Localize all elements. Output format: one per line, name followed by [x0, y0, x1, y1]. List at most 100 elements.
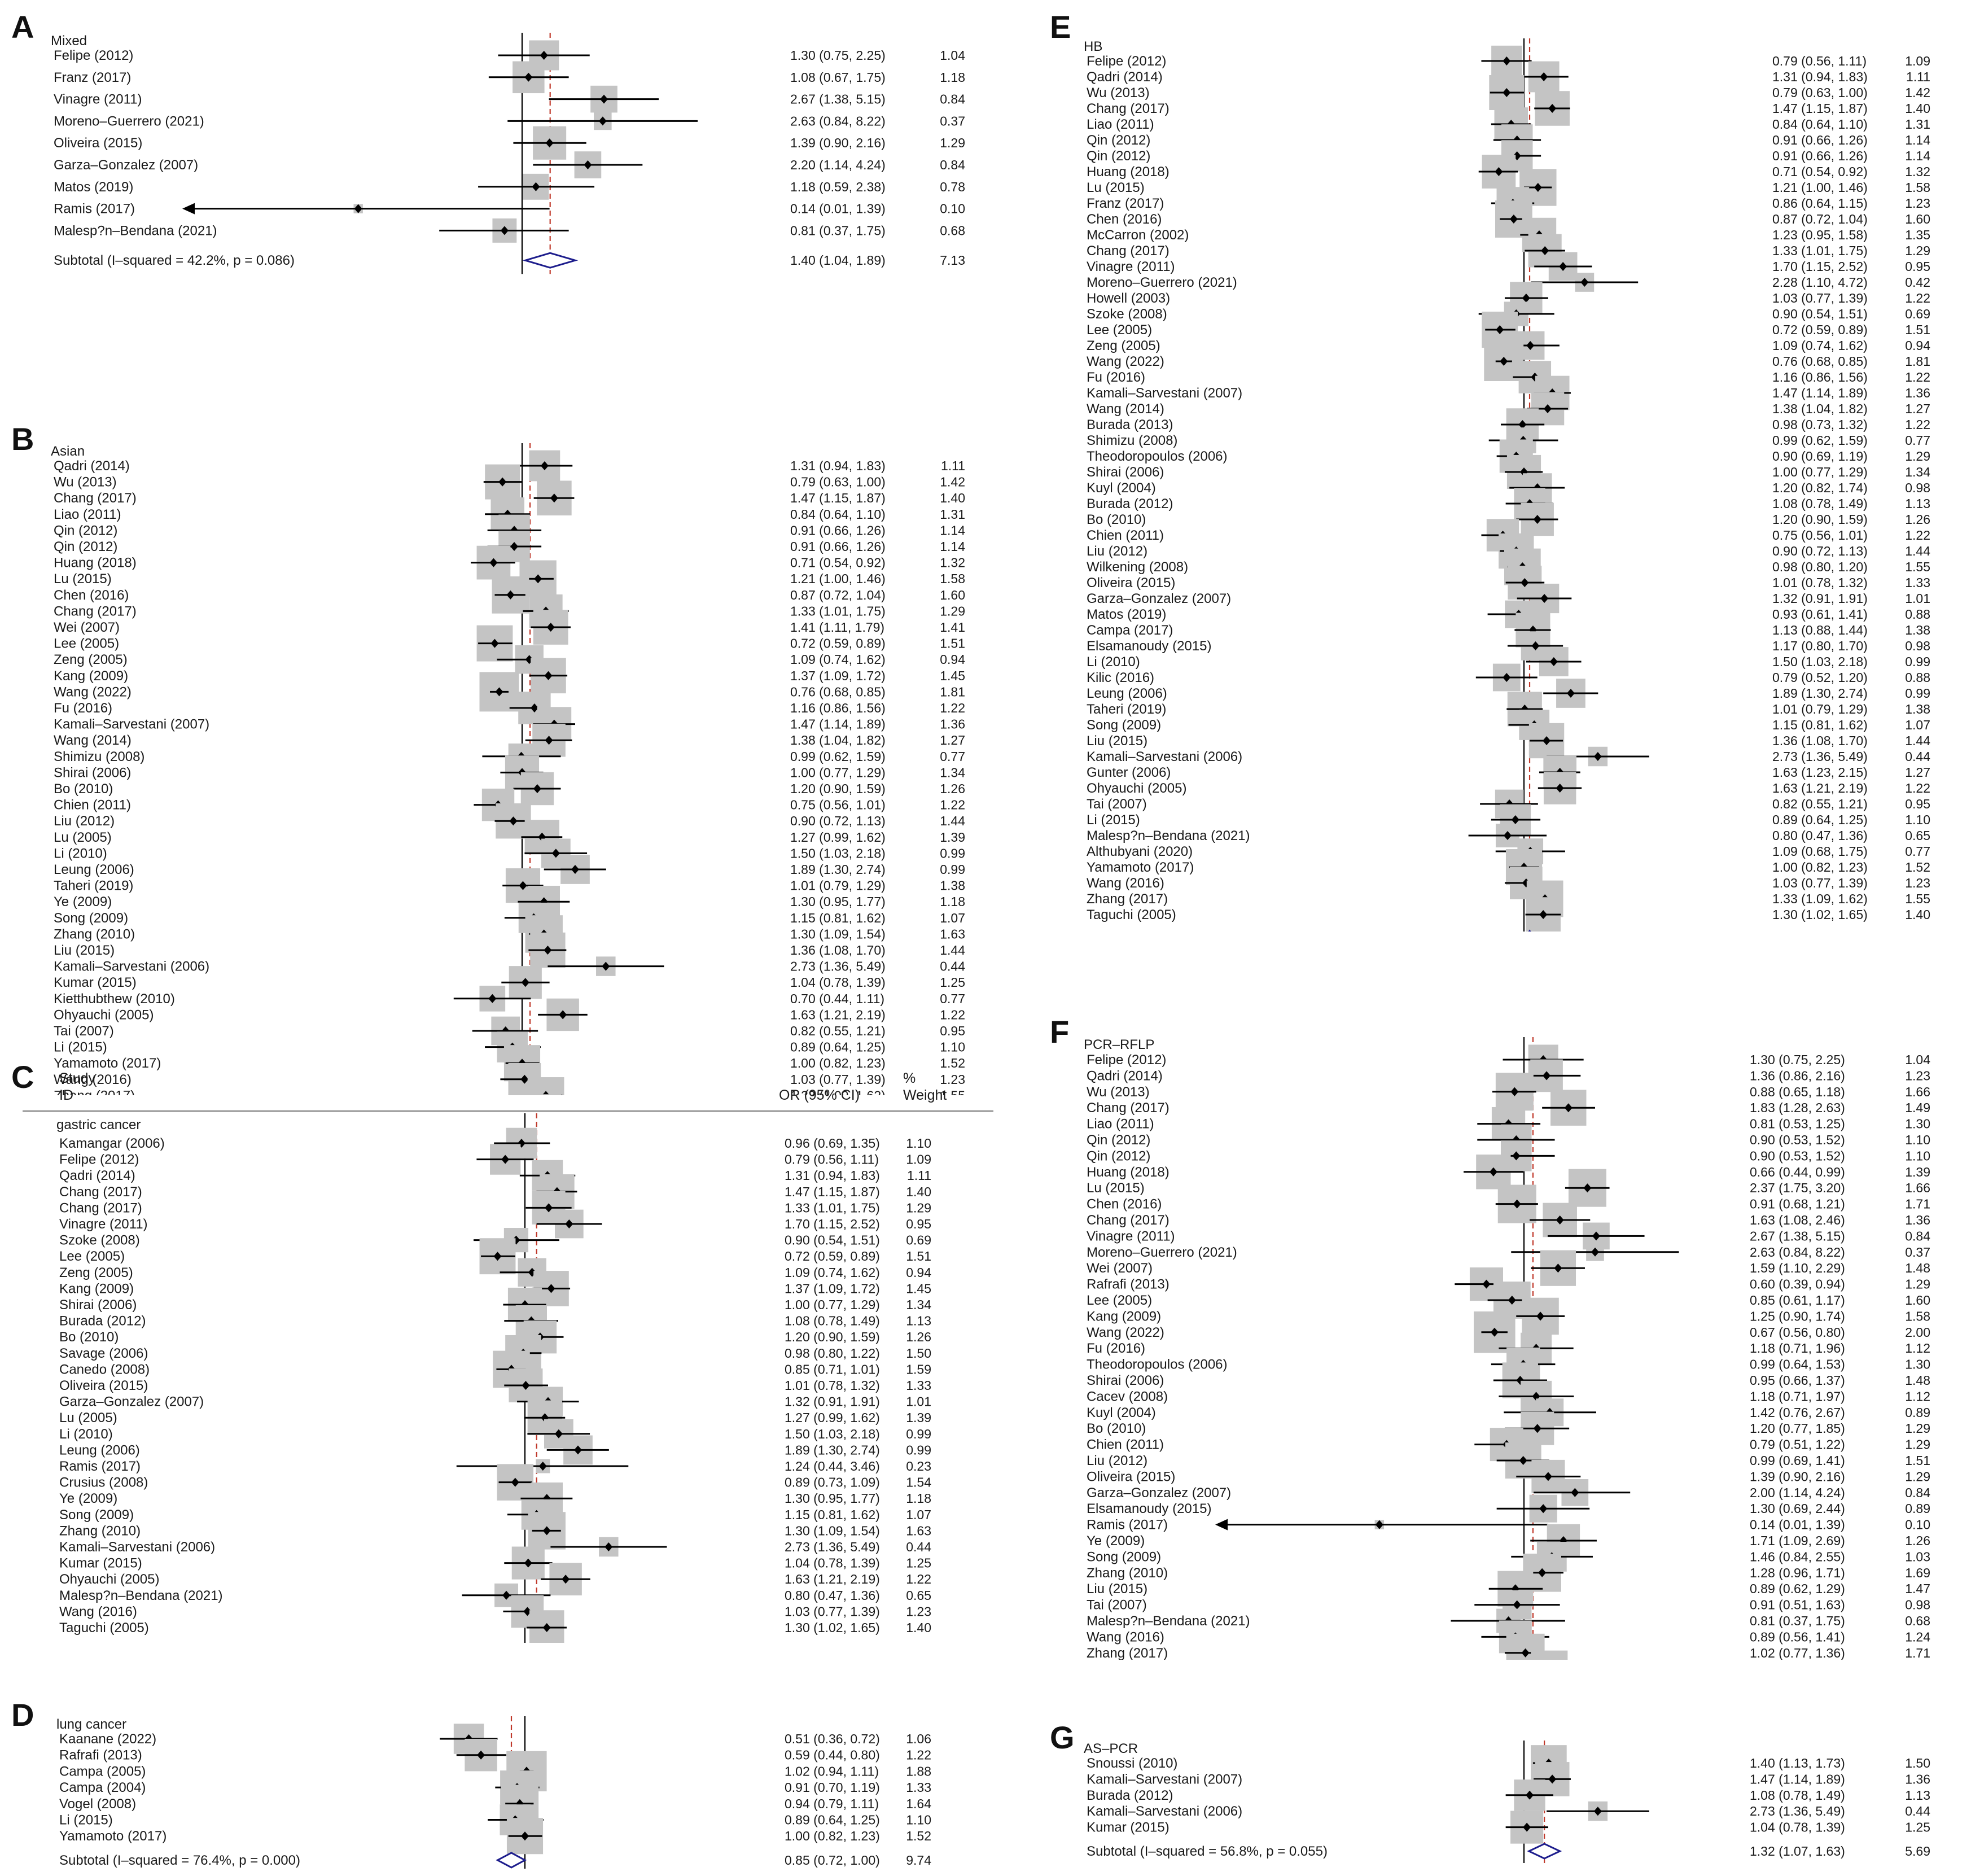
study-weight: 0.65 — [906, 1588, 931, 1603]
effect-estimate: 1.00 (0.82, 1.23) — [785, 1829, 880, 1843]
study-label: Liao (2011) — [1087, 117, 1154, 132]
point-estimate — [1543, 1071, 1551, 1081]
study-label: Yamamoto (2017) — [54, 1056, 161, 1071]
effect-estimate: 1.47 (1.15, 1.87) — [790, 491, 886, 505]
study-label: Ye (2009) — [1087, 1533, 1145, 1549]
study-label: Kaanane (2022) — [59, 1731, 156, 1747]
effect-estimate: 0.91 (0.66, 1.26) — [1772, 148, 1868, 163]
study-label: Shimizu (2008) — [54, 749, 144, 764]
study-label: Cacev (2008) — [1087, 1389, 1168, 1404]
study-weight: 1.22 — [1905, 291, 1930, 305]
point-estimate — [1516, 1376, 1525, 1385]
study-weight: 0.88 — [1905, 670, 1930, 685]
effect-estimate: 0.82 (0.55, 1.21) — [1772, 797, 1868, 811]
study-weight: 1.23 — [1905, 876, 1930, 890]
study-weight: 1.41 — [940, 620, 965, 635]
study-weight: 1.14 — [940, 523, 965, 537]
effect-estimate: 2.73 (1.36, 5.49) — [785, 1540, 880, 1554]
study-label: Burada (2012) — [59, 1314, 146, 1329]
effect-estimate: 1.28 (0.96, 1.71) — [1750, 1565, 1845, 1580]
study-label: Ramis (2017) — [59, 1459, 141, 1474]
study-weight: 0.44 — [940, 959, 965, 974]
study-weight: 1.52 — [940, 1056, 965, 1070]
point-estimate — [546, 623, 555, 632]
effect-estimate: 2.00 (1.14, 4.24) — [1750, 1485, 1845, 1500]
effect-estimate: 1.13 (0.88, 1.44) — [1772, 623, 1868, 637]
effect-estimate: 0.87 (0.72, 1.04) — [790, 588, 886, 602]
effect-estimate: 2.28 (1.10, 4.72) — [1772, 275, 1868, 290]
effect-estimate: 0.98 (0.73, 1.32) — [1772, 417, 1868, 432]
effect-estimate: 1.33 (1.01, 1.75) — [790, 604, 886, 618]
forest-panel-f: F PCR–RFLP Felipe (2012) 1.30 (0.75, 2.25) 1… — [1050, 1016, 1959, 1660]
effect-estimate: 0.79 (0.56, 1.11) — [1772, 54, 1867, 68]
study-weight: 1.45 — [940, 668, 965, 683]
effect-estimate: 0.80 (0.47, 1.36) — [785, 1588, 880, 1603]
point-estimate — [532, 182, 540, 191]
effect-estimate: 0.81 (0.37, 1.75) — [790, 223, 886, 238]
study-weight: 1.45 — [906, 1281, 931, 1296]
effect-estimate: 1.70 (1.15, 2.52) — [1772, 259, 1868, 274]
effect-estimate: 1.00 (0.82, 1.23) — [790, 1056, 886, 1070]
point-estimate — [547, 1284, 555, 1293]
point-estimate — [1503, 673, 1511, 682]
point-estimate — [1512, 1151, 1521, 1161]
study-weight: 0.37 — [940, 113, 965, 128]
study-weight: 0.99 — [1905, 654, 1930, 669]
study-weight: 1.40 — [906, 1184, 931, 1199]
study-label: Wilkening (2008) — [1087, 559, 1188, 575]
study-weight: 1.81 — [1905, 354, 1930, 369]
study-label: Felipe (2012) — [1087, 1052, 1166, 1068]
study-label: Garza–Gonzalez (2007) — [54, 158, 198, 173]
effect-estimate: 0.86 (0.64, 1.15) — [1772, 196, 1868, 211]
study-weight: 1.39 — [1905, 1165, 1930, 1179]
study-weight: 1.12 — [1905, 1341, 1930, 1355]
study-label: Vinagre (2011) — [1087, 259, 1175, 274]
study-label: Leung (2006) — [54, 862, 134, 877]
panel-letter: D — [11, 1699, 34, 1733]
effect-estimate: 0.99 (0.69, 1.41) — [1750, 1453, 1845, 1468]
effect-estimate: 1.50 (1.03, 2.18) — [1772, 654, 1868, 669]
subtotal-weight: 7.13 — [940, 253, 965, 268]
effect-estimate: 1.30 (1.09, 1.54) — [785, 1523, 880, 1538]
subtotal-label: Subtotal (I–squared = 69.1%, p = 0.000) — [1087, 931, 1328, 932]
effect-estimate: 1.15 (0.81, 1.62) — [785, 1507, 880, 1522]
study-weight: 0.84 — [940, 158, 965, 172]
study-label: Li (2010) — [1087, 654, 1140, 670]
header-study: Study — [59, 1070, 95, 1086]
study-label: Liu (2015) — [1087, 1581, 1147, 1597]
point-estimate — [1500, 357, 1508, 366]
effect-estimate: 1.09 (0.74, 1.62) — [790, 652, 886, 667]
study-weight: 1.25 — [1905, 1820, 1930, 1835]
effect-estimate: 1.00 (0.77, 1.29) — [1772, 465, 1868, 479]
effect-estimate: 1.59 (1.10, 2.29) — [1750, 1261, 1845, 1275]
effect-estimate: 0.87 (0.72, 1.04) — [1772, 212, 1868, 226]
effect-estimate: 1.03 (0.77, 1.39) — [1772, 291, 1868, 305]
study-label: Song (2009) — [54, 911, 128, 926]
study-weight: 1.18 — [940, 70, 965, 85]
point-estimate — [545, 736, 553, 745]
study-weight: 1.26 — [1905, 1533, 1930, 1548]
study-weight: 1.34 — [940, 765, 965, 780]
point-estimate — [1490, 1327, 1499, 1337]
study-label: Taheri (2019) — [1087, 702, 1166, 717]
study-weight: 0.88 — [1905, 607, 1930, 622]
study-label: Qadri (2014) — [1087, 1068, 1163, 1083]
study-weight: 0.10 — [940, 202, 965, 216]
study-weight: 1.22 — [906, 1572, 931, 1586]
effect-estimate: 1.25 (0.90, 1.74) — [1750, 1309, 1845, 1323]
point-estimate — [1564, 1103, 1573, 1113]
effect-estimate: 1.04 (0.78, 1.39) — [790, 975, 886, 990]
study-weight: 1.07 — [906, 1507, 931, 1522]
study-weight: 0.77 — [940, 991, 965, 1006]
forest-panel-a: A Mixed Felipe (2012) 1.30 (0.75, 2.25) 1.04… — [11, 11, 993, 401]
study-weight: 1.49 — [1905, 1100, 1930, 1115]
effect-estimate: 1.38 (1.04, 1.82) — [790, 733, 886, 747]
study-weight: 0.99 — [906, 1442, 931, 1457]
study-weight: 1.29 — [1905, 1277, 1930, 1292]
study-label: Kietthubthew (2010) — [54, 991, 175, 1007]
study-label: Kang (2009) — [59, 1281, 134, 1296]
study-weight: 1.66 — [1905, 1180, 1930, 1195]
study-weight: 1.26 — [1905, 512, 1930, 527]
point-estimate — [1540, 594, 1549, 603]
point-estimate — [1521, 1648, 1530, 1658]
